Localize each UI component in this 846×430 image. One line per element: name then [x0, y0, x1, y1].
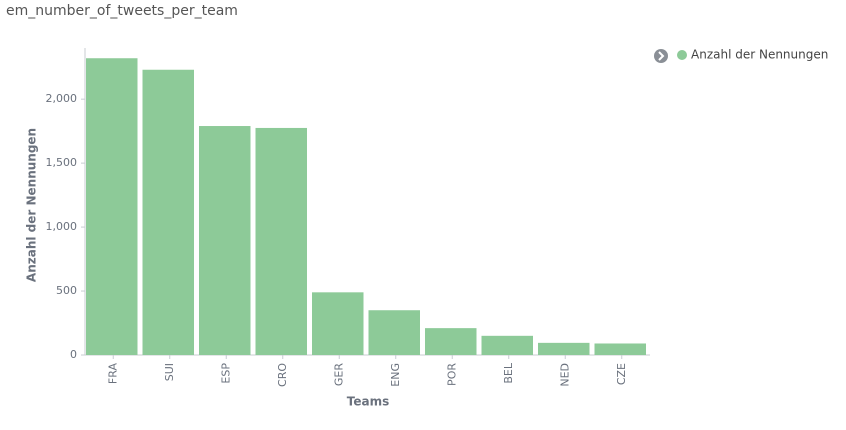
- y-tick-label: 500: [56, 284, 77, 297]
- x-tick-label: FRA: [106, 363, 119, 385]
- y-tick-label: 1,500: [46, 156, 78, 169]
- legend-toggle[interactable]: [654, 49, 668, 63]
- y-tick-label: 0: [70, 348, 77, 361]
- x-axis-title: Teams: [347, 395, 389, 409]
- x-tick-label: SUI: [163, 363, 176, 381]
- bar: [255, 127, 307, 356]
- bar: [481, 335, 533, 355]
- y-axis-title: Anzahl der Nennungen: [25, 128, 39, 282]
- bar: [368, 310, 420, 355]
- x-tick-label: BEL: [502, 362, 515, 383]
- legend-swatch: [677, 50, 687, 60]
- x-tick-label: ESP: [219, 363, 232, 384]
- y-tick-label: 1,000: [46, 220, 78, 233]
- x-tick-label: POR: [445, 363, 458, 386]
- x-tick-label: NED: [558, 363, 571, 387]
- legend-toggle-icon: [658, 51, 665, 61]
- x-tick-label: CZE: [615, 363, 628, 385]
- bar: [312, 292, 364, 355]
- bar: [538, 342, 590, 355]
- chart-title: em_number_of_tweets_per_team: [6, 3, 238, 19]
- bar: [425, 328, 477, 355]
- x-tick-label: GER: [332, 363, 345, 386]
- bar: [86, 58, 138, 355]
- bar: [199, 126, 251, 355]
- bar: [142, 69, 194, 355]
- bar: [594, 343, 646, 355]
- x-tick-label: CRO: [276, 363, 289, 387]
- y-tick-label: 2,000: [46, 92, 78, 105]
- x-tick-label: ENG: [389, 363, 402, 387]
- legend-label: Anzahl der Nennungen: [691, 48, 828, 62]
